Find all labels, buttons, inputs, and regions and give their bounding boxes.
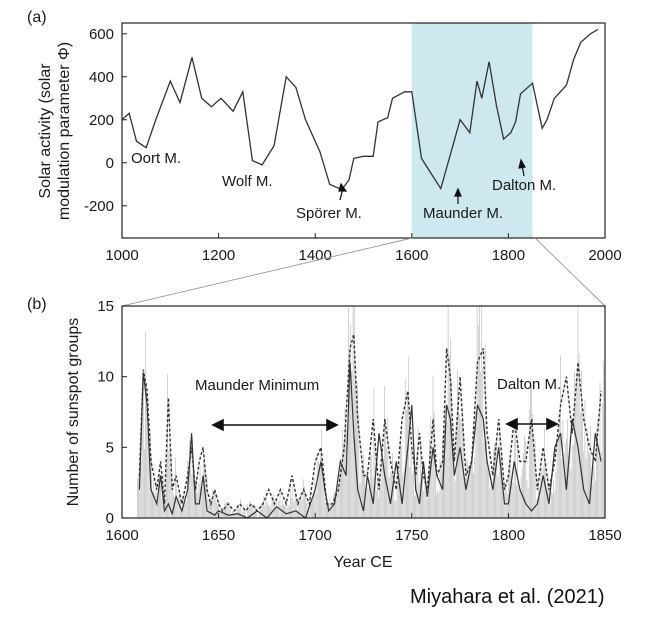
annotation-dalton-b: Dalton M.: [497, 376, 561, 393]
zoom-connector-left: [121, 237, 413, 307]
panel-b-x-tick-label: 1650: [202, 527, 235, 544]
arrow-maunder-head: [454, 187, 462, 197]
panel-b-x-title: Year CE: [334, 554, 393, 571]
panel-a-y-tick-label: 600: [89, 26, 114, 43]
panel-b-y-tick-label: 5: [106, 439, 114, 456]
panel-b-y-ticks: 0 5 10 15: [97, 298, 127, 527]
annotation-arrows: [338, 158, 526, 204]
panel-a-x-ticks: 1000 1200 1400 1600 1800 2000: [105, 233, 622, 264]
annotation-oort: Oort M.: [131, 150, 181, 167]
maunder-span-head-left: [211, 418, 224, 432]
panel-b-x-tick-label: 1850: [588, 527, 621, 544]
annotation-dalton: Dalton M.: [492, 177, 556, 194]
panel-a-y-title-line2: modulation parameter Φ): [56, 42, 73, 220]
panel-b-spikes: [137, 306, 605, 518]
panel-b-y-tick-label: 0: [106, 510, 114, 527]
panel-b-x-tick-label: 1700: [299, 527, 332, 544]
panel-b-label: (b): [27, 296, 47, 313]
panel-a: (a) 1000 1200 1400 1600 1800 2000 -200 0 200 400…: [27, 9, 622, 264]
panel-b-y-tick-label: 15: [97, 298, 114, 315]
panel-b-y-tick-label: 10: [97, 369, 114, 386]
source-credit: Miyahara et al. (2021): [410, 586, 605, 608]
panel-b-y-title: Number of sunspot groups: [65, 318, 82, 507]
panel-a-x-tick-label: 2000: [588, 247, 621, 264]
panel-a-y-tick-label: 0: [106, 155, 114, 172]
panel-b: (b) 1600 1650 1700 1750 1800 1850 0 5 10 15 Year…: [27, 296, 622, 571]
annotation-maunder-minimum: Maunder Minimum: [195, 377, 319, 394]
panel-a-x-tick-label: 1800: [492, 247, 525, 264]
panel-a-y-tick-label: 400: [89, 69, 114, 86]
panel-b-frame: [121, 305, 606, 519]
annotation-sporer: Spörer M.: [296, 205, 362, 222]
panel-a-x-tick-label: 1000: [105, 247, 138, 264]
panel-a-y-ticks: -200 0 200 400 600: [84, 26, 127, 215]
panel-a-frame: [121, 22, 606, 239]
panel-b-x-tick-label: 1750: [395, 527, 428, 544]
zoom-connector-right: [534, 237, 606, 307]
panel-b-x-tick-label: 1600: [105, 527, 138, 544]
annotation-maunder: Maunder M.: [423, 205, 503, 222]
panel-a-x-tick-label: 1200: [202, 247, 235, 264]
panel-a-y-tick-label: 200: [89, 112, 114, 129]
panel-a-y-tick-label: -200: [84, 198, 114, 215]
arrow-sporer-head: [338, 182, 348, 192]
arrow-dalton-head: [518, 158, 526, 169]
panel-a-x-tick-label: 1400: [299, 247, 332, 264]
dalton-span-head-left: [505, 417, 518, 431]
panel-a-label: (a): [27, 9, 47, 26]
annotation-wolf: Wolf M.: [222, 173, 273, 190]
dalton-span-head-right: [546, 417, 559, 431]
panel-b-x-tick-label: 1800: [492, 527, 525, 544]
panel-a-y-title-line1: Solar activity (solar: [37, 63, 54, 199]
panel-b-x-ticks: 1600 1650 1700 1750 1800 1850: [105, 513, 622, 544]
maunder-span-head-right: [326, 418, 339, 432]
panel-a-series-line: [121, 28, 599, 191]
annotation-span-arrows: [211, 417, 559, 432]
panel-a-x-tick-label: 1600: [395, 247, 428, 264]
panel-b-dashed-series: [138, 334, 602, 513]
